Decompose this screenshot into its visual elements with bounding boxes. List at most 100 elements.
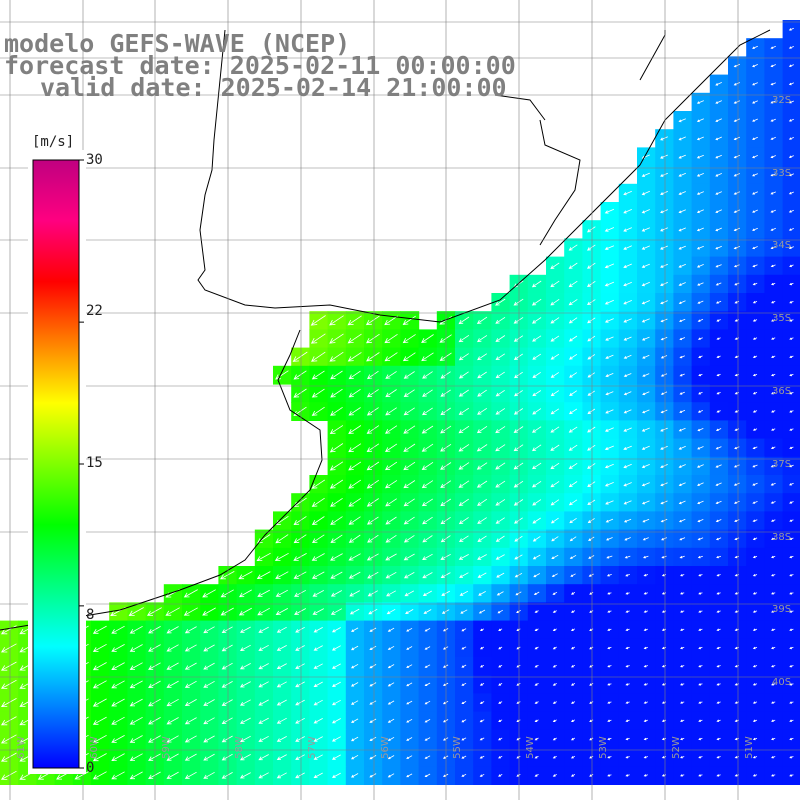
wind-cell: [382, 711, 401, 731]
wind-cell: [163, 584, 183, 603]
wind-cell: [546, 420, 565, 440]
wind-arrow: [552, 628, 557, 631]
wind-arrow: [129, 644, 143, 652]
wind-arrow: [660, 464, 668, 468]
wind-cell: [364, 584, 383, 603]
wind-cell: [491, 566, 511, 585]
wind-arrow: [534, 719, 539, 722]
wind-arrow: [458, 334, 470, 343]
wind-arrow: [424, 646, 431, 650]
wind-arrow: [221, 626, 233, 634]
wind-cell: [455, 711, 474, 731]
wind-arrow: [531, 317, 542, 324]
wind-cell: [273, 711, 292, 731]
wind-cell: [254, 748, 274, 767]
wind-arrow: [311, 479, 326, 489]
wind-arrow: [771, 774, 776, 777]
wind-arrow: [623, 518, 632, 523]
wind-arrow: [587, 354, 596, 360]
wind-arrow: [313, 627, 323, 633]
wind-arrow: [605, 409, 614, 414]
wind-cell: [564, 675, 583, 694]
wind-arrow: [238, 607, 252, 616]
wind-arrow: [331, 736, 341, 742]
wind-cell: [455, 693, 474, 713]
wind-cell: [127, 729, 147, 749]
wind-arrow: [387, 664, 395, 669]
wind-cell: [527, 638, 547, 658]
wind-cell: [491, 547, 511, 567]
wind-arrow: [641, 300, 650, 305]
wind-arrow: [0, 734, 17, 744]
wind-arrow: [531, 480, 542, 488]
wind-arrow: [642, 354, 650, 359]
wind-cell: [345, 493, 365, 512]
wind-arrow: [460, 609, 468, 614]
wind-arrow: [203, 662, 215, 670]
wind-arrow: [570, 646, 576, 650]
wind-arrow: [166, 717, 179, 725]
wind-arrow: [697, 428, 704, 432]
wind-cell: [364, 657, 383, 676]
wind-cell: [236, 620, 256, 640]
wind-arrow: [587, 299, 596, 306]
wind-arrow: [643, 646, 648, 650]
wind-cell: [254, 566, 274, 585]
wind-arrow: [534, 628, 539, 631]
wind-arrow: [313, 754, 323, 760]
wind-cell: [455, 638, 474, 658]
wind-cell: [400, 675, 420, 694]
wind-cell: [564, 256, 583, 276]
wind-arrow: [495, 389, 505, 397]
wind-arrow: [310, 315, 326, 326]
wind-cell: [546, 711, 565, 731]
wind-arrow: [366, 425, 380, 434]
wind-arrow: [733, 191, 740, 195]
wind-arrow: [239, 626, 251, 633]
wind-cell: [473, 766, 492, 785]
wind-arrow: [570, 701, 576, 704]
wind-arrow: [715, 136, 722, 141]
wind-arrow: [220, 589, 234, 598]
wind-arrow: [770, 482, 776, 486]
wind-arrow: [275, 589, 288, 597]
wind-arrow: [424, 664, 431, 668]
wind-arrow: [331, 718, 341, 724]
wind-cell: [345, 620, 365, 640]
wind-arrow: [623, 190, 632, 196]
wind-arrow: [221, 699, 233, 706]
wind-arrow: [570, 719, 576, 722]
wind-cell: [291, 566, 310, 585]
wind-arrow: [385, 443, 398, 452]
wind-arrow: [369, 627, 377, 632]
wind-cell: [309, 620, 329, 640]
wind-cell: [200, 620, 219, 640]
wind-arrow: [479, 719, 485, 723]
wind-cell: [364, 766, 383, 785]
wind-cell: [382, 511, 401, 531]
wind-arrow: [752, 592, 758, 595]
wind-cell: [491, 675, 511, 694]
wind-arrow: [752, 301, 758, 304]
wind-arrow: [295, 663, 305, 669]
wind-cell: [163, 638, 183, 658]
wind-arrow: [643, 664, 648, 668]
wind-cell: [364, 456, 383, 476]
wind-arrow: [366, 352, 380, 362]
wind-cell: [491, 602, 511, 622]
wind-cell: [564, 584, 583, 603]
wind-cell: [400, 347, 420, 367]
wind-arrow: [607, 683, 612, 686]
wind-arrow: [498, 774, 503, 777]
wind-cell: [163, 748, 183, 767]
wind-cell: [527, 584, 547, 603]
wind-arrow: [92, 680, 107, 689]
wind-arrow: [385, 389, 397, 398]
wind-arrow: [752, 573, 758, 577]
wind-arrow: [533, 591, 540, 596]
wind-arrow: [643, 628, 648, 631]
wind-arrow: [203, 680, 215, 688]
wind-arrow: [221, 644, 233, 652]
wind-cell: [327, 511, 347, 531]
wind-cell: [546, 475, 565, 494]
